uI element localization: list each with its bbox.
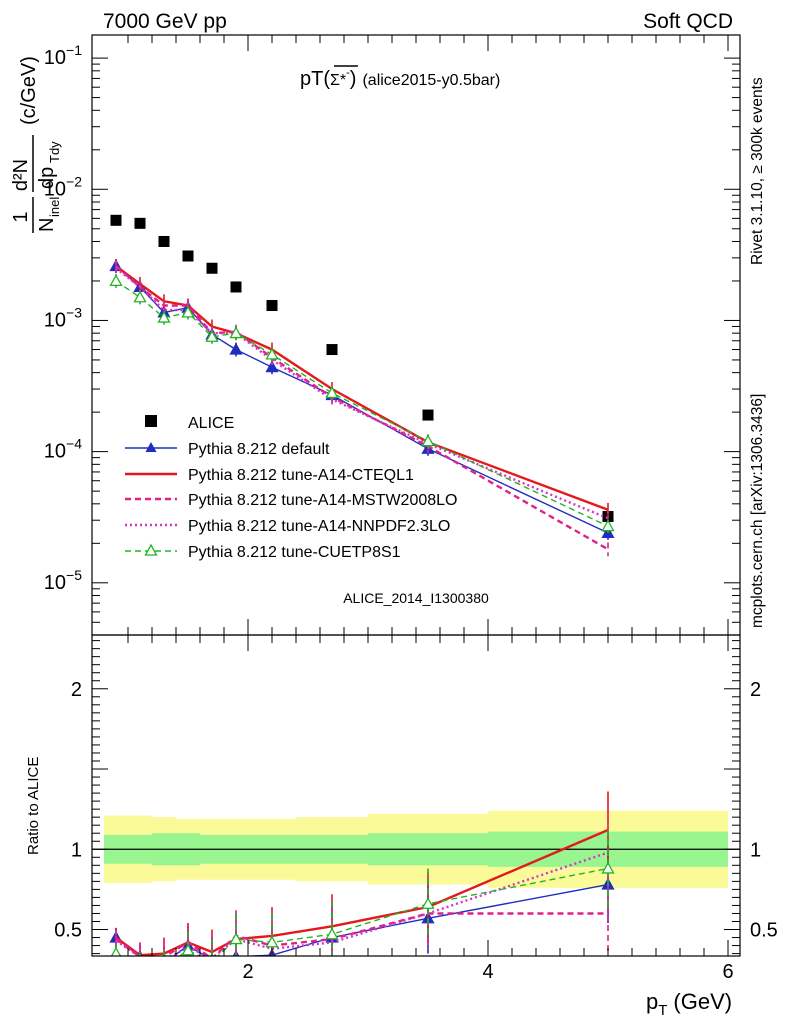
xlabel-sub: T — [658, 1002, 667, 1019]
ratio-marker-cuetp — [601, 861, 615, 874]
marker-cuetp — [205, 329, 219, 342]
legend-label-mstw: Pythia 8.212 tune-A14-MSTW2008LO — [188, 492, 457, 509]
alice-data-point — [182, 250, 194, 262]
ratio-marker-cuetp — [421, 896, 435, 909]
ratio-marker-cuetp — [325, 927, 339, 940]
ratio-line-mstw — [115, 912, 608, 956]
marker-default — [229, 342, 243, 355]
rivet-label: Rivet 3.1.10, ≥ 300k events — [749, 77, 766, 265]
y-axis-label-bottom: Ratio to ALICE — [25, 757, 42, 855]
marker-cuetp — [265, 347, 279, 360]
axes: 10−510−410−310−210−10.5 0.51 12 22 4 6 — [44, 34, 778, 983]
ratio-marker-cuetp — [110, 946, 122, 956]
marker-cuetp — [229, 326, 243, 339]
ylabel-one: 1 — [10, 211, 32, 222]
legend-marker-alice — [145, 415, 157, 427]
x-tick-label: 2 — [242, 961, 253, 983]
ratio-marker-cuetp — [135, 959, 146, 969]
plot-title-charge: - — [346, 67, 350, 79]
x-tick-label: 4 — [482, 961, 493, 983]
ylabel-dp: dp — [36, 167, 58, 189]
ylabel-n-sub: inel — [47, 197, 62, 217]
plot-title-particle: Σ* — [330, 72, 346, 89]
marker-cuetp — [181, 305, 195, 318]
header-right: Soft QCD — [643, 10, 733, 33]
x-axis-label: pT (GeV) — [646, 989, 732, 1019]
marker-cuetp — [421, 434, 435, 447]
ratio-marker-cuetp — [181, 943, 195, 956]
x-tick-label: 6 — [722, 961, 733, 983]
alice-data-point — [110, 214, 122, 226]
y-tick-label-base: 10 — [44, 47, 66, 69]
marker-default — [265, 360, 279, 373]
legend-label-default: Pythia 8.212 default — [188, 441, 330, 458]
legend-label-cuetp: Pythia 8.212 tune-CUETP8S1 — [188, 544, 401, 561]
legend-marker-default — [145, 442, 157, 452]
xlabel-units: (GeV) — [673, 989, 732, 1014]
series-line-cteql1 — [115, 265, 609, 511]
y-tick-label-exp: −5 — [66, 567, 82, 583]
y-tick-label-exp: −2 — [66, 173, 82, 189]
y-tick-label-base: 10 — [44, 572, 66, 594]
y-tick-label-top: 10−4 — [44, 436, 82, 463]
alice-data-point — [158, 235, 170, 247]
ylabel-dp-sub: Tdy — [47, 141, 62, 163]
alice-data-point — [266, 300, 278, 312]
y-tick-label-top: 10−5 — [44, 567, 82, 594]
mcplots-label: mcplots.cern.ch [arXiv:1306.3436] — [749, 394, 766, 628]
y-tick-label-bottom-right: 0.5 — [750, 920, 778, 942]
plot-title-suffix: ) — [350, 68, 357, 90]
y-tick-label-bottom-left: 0.5 — [54, 920, 82, 942]
marker-cuetp — [133, 290, 147, 303]
ylabel-units: (c/GeV) — [18, 56, 40, 125]
y-tick-label-bottom-left: 2 — [71, 679, 82, 701]
marker-cuetp — [157, 310, 171, 323]
alice-data-point — [422, 409, 434, 421]
y-tick-label-bottom-right: 2 — [750, 679, 761, 701]
y-tick-label-base: 10 — [44, 441, 66, 463]
ylabel-d2n: d²N — [10, 159, 32, 191]
ylabel-n: N — [36, 218, 58, 232]
y-tick-label-base: 10 — [44, 178, 66, 200]
alice-data-point — [134, 217, 146, 229]
ratio-line-nnpdf — [115, 851, 609, 956]
ratio-marker-default — [159, 958, 170, 968]
legend: ALICE Pythia 8.212 default Pythia 8.212 … — [125, 415, 457, 561]
marker-cuetp — [601, 519, 615, 532]
y-tick-label-top: 10−2 — [44, 173, 82, 200]
series-line-mstw — [115, 265, 609, 551]
y-axis-label-top: 1 N inel d²N dp Tdy (c/GeV) — [10, 56, 62, 233]
alice-data-point — [230, 281, 242, 293]
spectrum-plot-area — [109, 214, 615, 557]
legend-marker-cuetp — [144, 543, 158, 556]
y-tick-label-bottom-left: 1 — [71, 839, 82, 861]
y-tick-label-exp: −4 — [66, 436, 82, 452]
marker-cuetp — [325, 386, 339, 399]
legend-label-alice: ALICE — [188, 415, 234, 432]
plot-title-prefix: pT( — [300, 68, 330, 90]
series-line-default — [115, 265, 609, 534]
watermark: ALICE_2014_I1300380 — [343, 590, 489, 606]
marker-cuetp — [109, 274, 123, 287]
alice-data-point — [326, 344, 338, 356]
alice-data-point — [206, 262, 218, 274]
y-tick-label-top: 10−1 — [44, 42, 82, 69]
plot-title: pT(Σ*-) (alice2015-y0.5bar) — [300, 67, 500, 90]
y-tick-label-exp: −1 — [66, 42, 82, 58]
ratio-marker-cuetp — [211, 954, 213, 956]
y-tick-label-bottom-right: 1 — [750, 839, 761, 861]
header-left: 7000 GeV pp — [103, 10, 227, 33]
ratio-marker-cuetp — [159, 961, 170, 971]
y-tick-label-base: 10 — [44, 309, 66, 331]
legend-label-cteql1: Pythia 8.212 tune-A14-CTEQL1 — [188, 467, 414, 484]
legend-label-nnpdf: Pythia 8.212 tune-A14-NNPDF2.3LO — [188, 518, 450, 535]
y-tick-label-exp: −3 — [66, 304, 82, 320]
ratio-marker-cuetp — [229, 932, 243, 945]
ratio-marker-cuetp — [265, 935, 279, 948]
y-tick-label-top: 10−3 — [44, 304, 82, 331]
xlabel-p: p — [646, 989, 658, 1014]
plot-title-name: (alice2015-y0.5bar) — [362, 72, 500, 89]
series-line-cuetp — [115, 280, 609, 527]
